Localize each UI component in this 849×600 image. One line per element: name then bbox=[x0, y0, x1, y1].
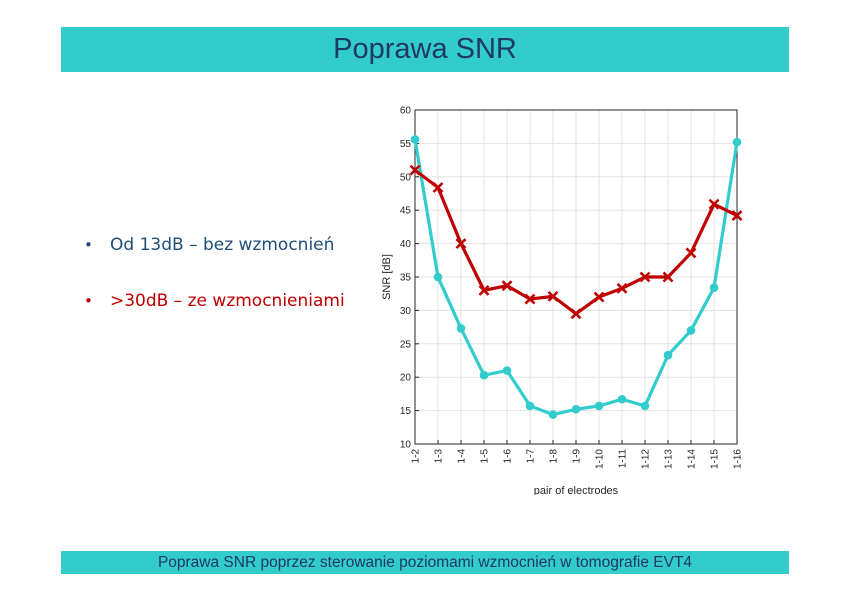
y-tick-label: 50 bbox=[400, 172, 412, 183]
data-point-x bbox=[501, 280, 513, 292]
data-point-circle bbox=[502, 366, 512, 375]
data-point-x bbox=[432, 182, 444, 193]
x-tick-label: 1-13 bbox=[664, 449, 675, 469]
y-tick-label: 55 bbox=[400, 139, 412, 150]
title-bar: Poprawa SNR bbox=[61, 27, 789, 72]
x-tick-label: 1-11 bbox=[618, 449, 629, 469]
bullet-item-1: • Od 13dB – bez wzmocnień bbox=[84, 230, 384, 260]
x-tick-label: 1-5 bbox=[480, 449, 491, 464]
data-point-x bbox=[662, 271, 674, 283]
data-point-x bbox=[409, 164, 421, 176]
data-point-x bbox=[731, 210, 743, 221]
y-tick-label: 60 bbox=[400, 106, 412, 117]
x-axis-label: pair of electrodes bbox=[534, 485, 619, 495]
x-tick-label: 1-6 bbox=[503, 449, 514, 464]
x-tick-label: 1-8 bbox=[549, 449, 560, 464]
data-point-circle bbox=[548, 410, 558, 419]
bullet-text: >30dB – ze wzmocnieniami bbox=[110, 291, 345, 311]
y-tick-label: 25 bbox=[400, 339, 412, 350]
snr-chart: 10 15 20 25 30 35 40 45 50 55 60 1-2 1-3 1-4 1-5 1-6 1-7… bbox=[372, 100, 752, 498]
chart-svg: 10 15 20 25 30 35 40 45 50 55 60 1-2 1-3 1-4 1-5 1-6 1-7… bbox=[381, 106, 744, 498]
data-point-circle bbox=[686, 326, 696, 335]
x-tick-label: 1-15 bbox=[710, 449, 721, 469]
data-point-x bbox=[616, 282, 628, 294]
bullet-item-2: • >30dB – ze wzmocnieniami bbox=[84, 286, 384, 316]
data-point-x bbox=[478, 284, 490, 296]
data-point-circle bbox=[640, 401, 650, 411]
data-point-x bbox=[639, 271, 651, 283]
y-tick-label: 10 bbox=[400, 440, 412, 451]
data-point-circle bbox=[433, 272, 443, 282]
data-point-x bbox=[708, 198, 720, 210]
bullet-dot-icon: • bbox=[84, 236, 93, 254]
data-point-circle bbox=[594, 401, 604, 411]
bullet-text: Od 13dB – bez wzmocnień bbox=[110, 235, 335, 255]
y-tick-label: 40 bbox=[400, 239, 412, 250]
data-point-x bbox=[547, 290, 559, 302]
data-point-circle bbox=[663, 350, 673, 360]
data-point-x bbox=[524, 293, 536, 305]
x-tick-label: 1-3 bbox=[434, 449, 445, 464]
data-point-circle bbox=[732, 137, 742, 147]
footer-bar: Poprawa SNR poprzez sterowanie poziomami… bbox=[61, 551, 789, 574]
y-tick-label: 15 bbox=[400, 406, 412, 417]
x-tick-label: 1-10 bbox=[595, 449, 606, 469]
data-point-x bbox=[593, 291, 605, 303]
y-tick-label: 20 bbox=[400, 373, 412, 384]
data-point-circle bbox=[709, 283, 719, 292]
data-point-x bbox=[570, 308, 582, 320]
y-tick-label: 35 bbox=[400, 273, 412, 284]
data-point-circle bbox=[479, 370, 489, 380]
data-point-circle bbox=[410, 135, 420, 144]
x-tick-label: 1-16 bbox=[733, 449, 744, 469]
data-point-circle bbox=[571, 404, 581, 414]
x-tick-label: 1-12 bbox=[641, 449, 652, 469]
x-tick-label: 1-4 bbox=[457, 449, 468, 464]
x-tick-label: 1-2 bbox=[411, 449, 422, 464]
data-point-circle bbox=[456, 324, 466, 333]
slide-title: Poprawa SNR bbox=[333, 33, 517, 65]
data-point-circle bbox=[617, 394, 627, 404]
bullet-list: • Od 13dB – bez wzmocnień • >30dB – ze w… bbox=[84, 230, 384, 342]
data-point-x bbox=[455, 238, 467, 250]
x-tick-label: 1-9 bbox=[572, 449, 583, 464]
y-axis-label: SNR [dB] bbox=[381, 254, 393, 300]
y-tick-label: 30 bbox=[400, 306, 412, 317]
y-tick-label: 45 bbox=[400, 206, 412, 217]
data-point-circle bbox=[525, 401, 535, 411]
x-tick-label: 1-7 bbox=[526, 449, 537, 464]
data-point-x bbox=[685, 247, 697, 259]
footer-text: Poprawa SNR poprzez sterowanie poziomami… bbox=[157, 553, 693, 571]
x-tick-label: 1-14 bbox=[687, 449, 698, 469]
bullet-dot-icon: • bbox=[84, 292, 93, 310]
